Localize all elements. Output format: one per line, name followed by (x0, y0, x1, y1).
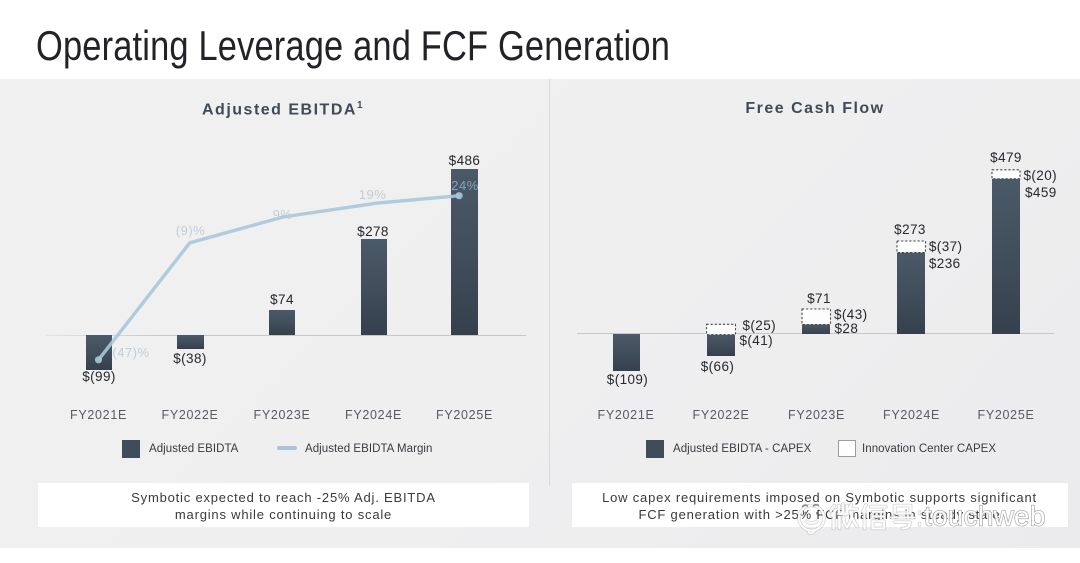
svg-text:touchweb: touchweb (924, 501, 1045, 532)
